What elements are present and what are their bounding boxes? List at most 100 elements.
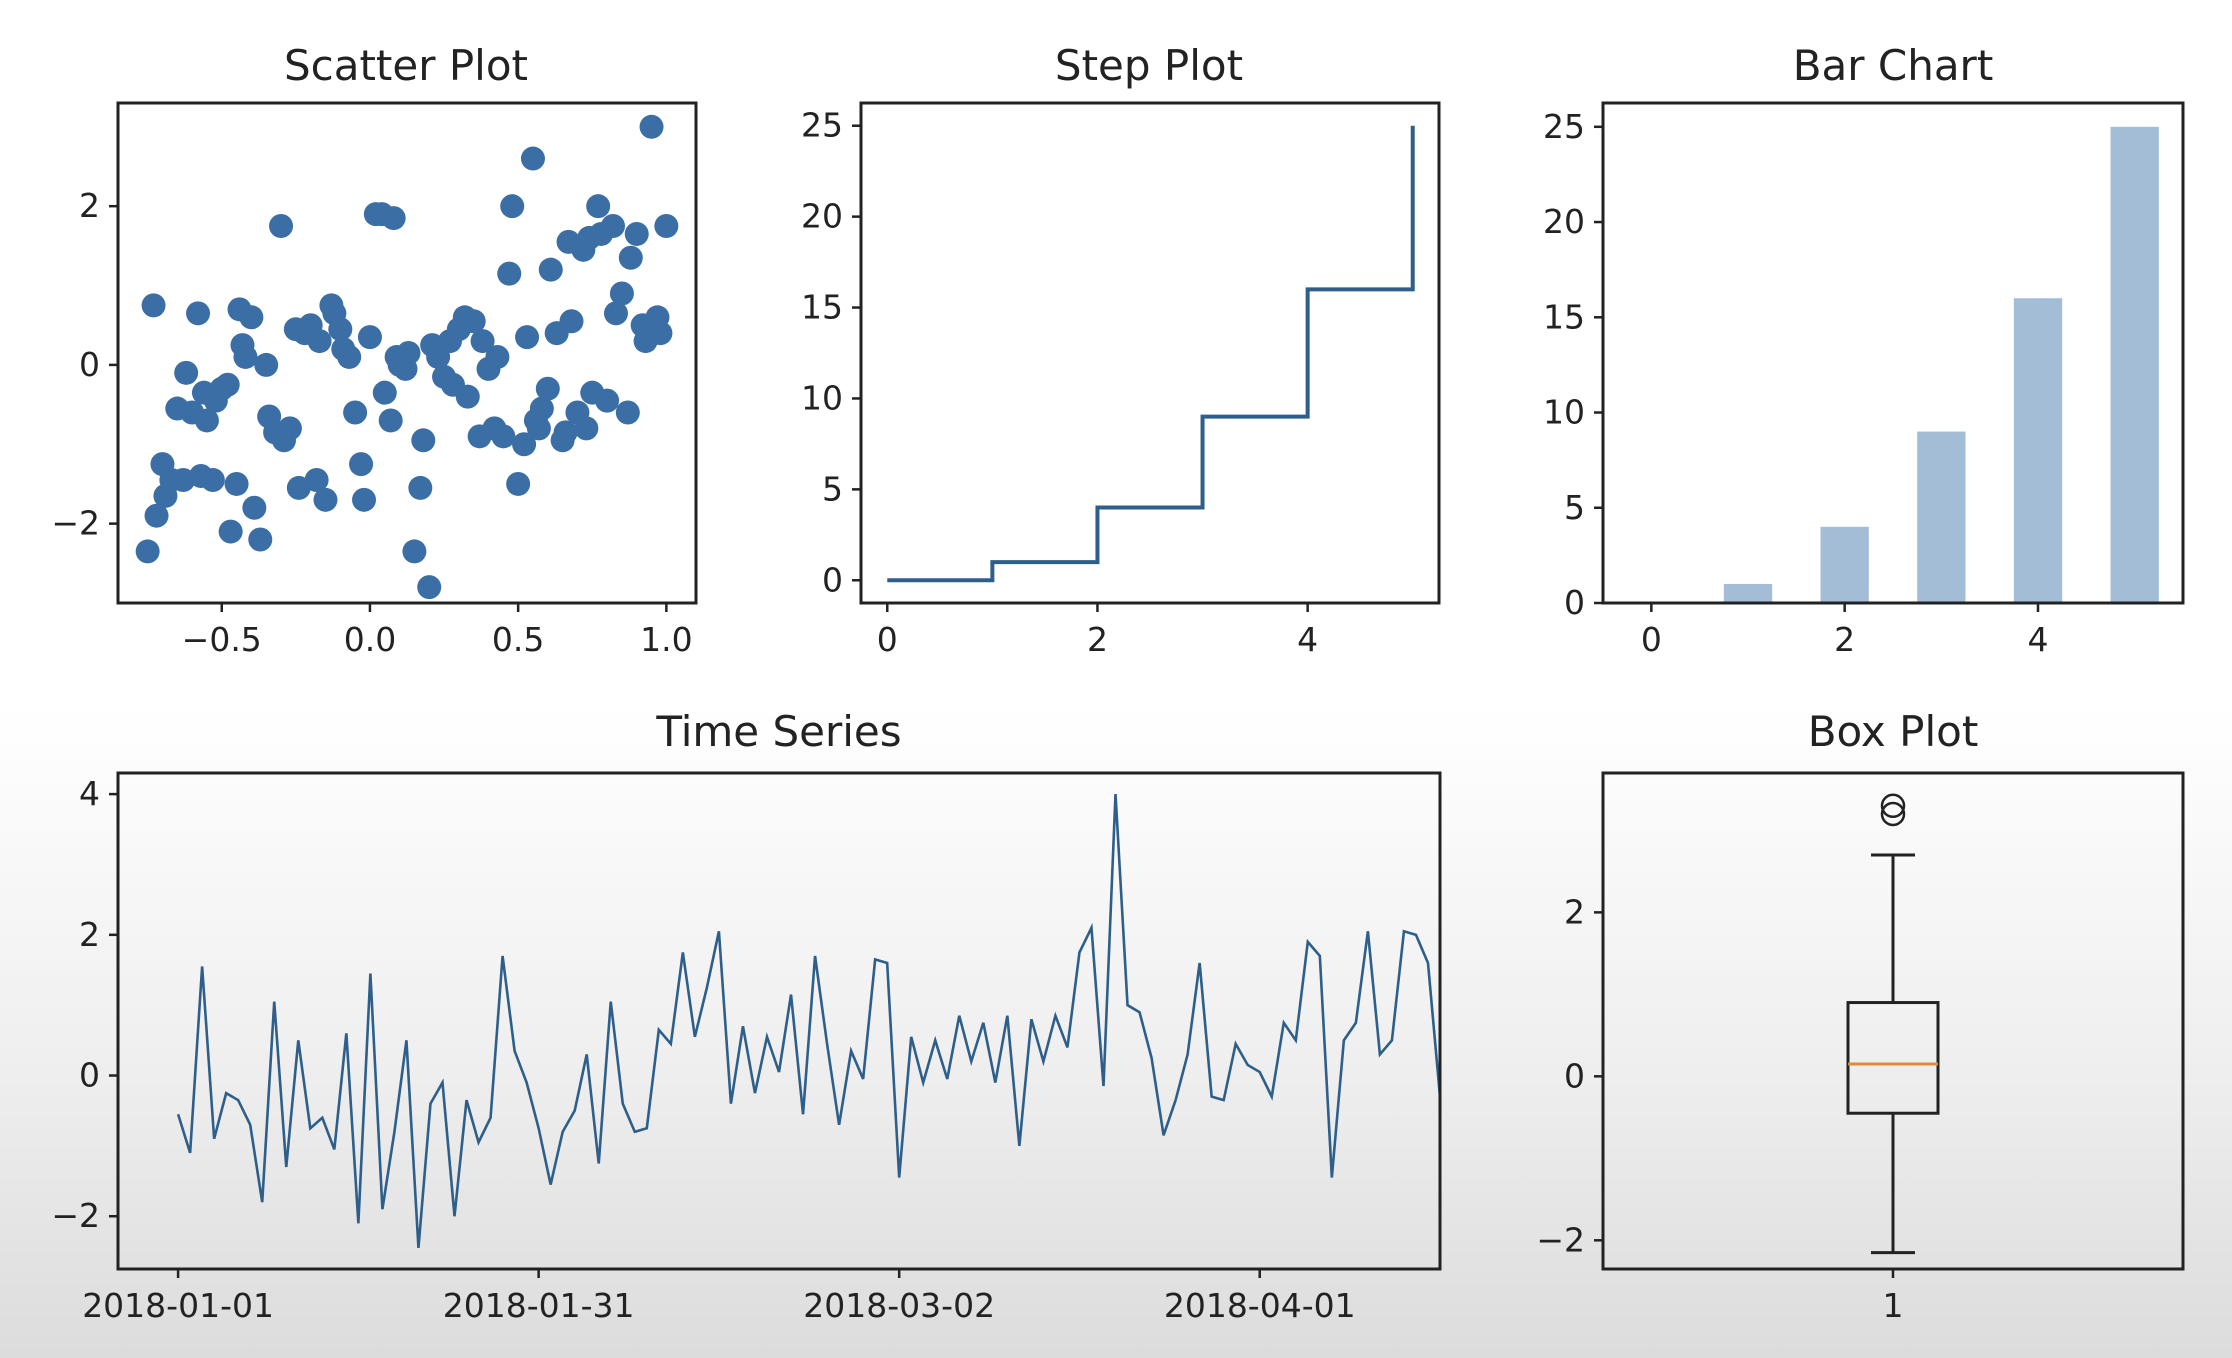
scatter-point xyxy=(639,114,664,139)
scatter-panel: Scatter Plot −0.5 0.0 0.5 1.0 −2 0 2 xyxy=(51,41,698,659)
scatter-point xyxy=(215,372,240,397)
scatter-point xyxy=(411,428,436,453)
scatter-point xyxy=(485,344,510,369)
scatter-point xyxy=(352,487,377,512)
scatter-point xyxy=(396,341,421,365)
x-tick-label: 2018-03-02 xyxy=(803,1286,995,1325)
y-tick-label: −2 xyxy=(51,1196,100,1235)
scatter-point xyxy=(417,575,442,600)
scatter-point xyxy=(248,527,273,552)
bar xyxy=(1917,431,1966,603)
scatter-point xyxy=(254,352,279,377)
scatter-point xyxy=(603,301,628,326)
x-tick-label: 4 xyxy=(2028,620,2049,659)
scatter-point xyxy=(307,329,332,354)
box-title: Box Plot xyxy=(1808,707,1979,756)
step-axes: 0 2 4 0 5 10 15 20 25 xyxy=(801,106,1318,659)
y-tick-label: 5 xyxy=(1564,488,1585,527)
y-tick-label: 4 xyxy=(79,774,100,813)
y-tick-label: 5 xyxy=(822,469,843,508)
scatter-point xyxy=(328,317,353,342)
x-tick-label: 1.0 xyxy=(640,620,692,659)
scatter-point xyxy=(144,503,169,528)
box-axes: 1 −2 0 2 xyxy=(1536,892,1903,1325)
scatter-point xyxy=(200,467,225,492)
y-tick-label: 0 xyxy=(79,1056,100,1095)
scatter-point xyxy=(313,487,338,512)
scatter-point xyxy=(609,281,634,306)
scatter-point xyxy=(512,432,537,457)
scatter-point xyxy=(233,344,258,369)
scatter-point xyxy=(242,495,267,520)
bar-plot-area xyxy=(1723,126,2159,604)
scatter-point xyxy=(372,380,397,405)
scatter-point xyxy=(500,194,525,219)
scatter-axes: −0.5 0.0 0.5 1.0 −2 0 2 xyxy=(51,186,692,659)
y-tick-label: −2 xyxy=(51,504,100,543)
scatter-point xyxy=(227,297,252,322)
x-tick-label: 0 xyxy=(1641,620,1662,659)
step-plot-area xyxy=(887,125,1415,583)
y-tick-label: 10 xyxy=(1543,393,1585,432)
bar-title: Bar Chart xyxy=(1793,41,1994,90)
x-tick-label: −0.5 xyxy=(182,620,262,659)
box-panel: Box Plot 1 −2 0 2 xyxy=(1536,707,2185,1325)
timeseries-axes: 2018-01-01 2018-01-31 2018-03-02 2018-04-01… xyxy=(51,774,1355,1325)
box xyxy=(1846,1001,1940,1115)
scatter-point xyxy=(381,206,406,231)
x-tick-label: 2018-04-01 xyxy=(1164,1286,1356,1325)
scatter-point xyxy=(523,408,548,433)
scatter-point xyxy=(357,325,382,350)
scatter-point xyxy=(186,301,211,326)
scatter-point xyxy=(141,293,166,318)
scatter-point xyxy=(654,214,679,239)
scatter-plot-area xyxy=(135,114,679,600)
timeseries-panel: Time Series 2018-01-01 2018-01-31 2018-03-… xyxy=(51,707,1442,1325)
scatter-point xyxy=(343,400,368,425)
y-tick-label: −2 xyxy=(1536,1220,1585,1259)
scatter-point xyxy=(520,146,545,171)
x-tick-label: 0.5 xyxy=(492,620,544,659)
x-tick-label: 2 xyxy=(1834,620,1855,659)
scatter-point xyxy=(218,519,243,544)
scatter-point xyxy=(491,424,516,449)
y-tick-label: 0 xyxy=(822,560,843,599)
scatter-point xyxy=(461,309,486,334)
scatter-point xyxy=(586,194,611,219)
scatter-point xyxy=(191,380,216,405)
x-tick-label: 1 xyxy=(1883,1286,1904,1325)
x-tick-label: 2018-01-31 xyxy=(443,1286,635,1325)
flier-point xyxy=(1880,801,1906,827)
scatter-point xyxy=(470,329,495,354)
scatter-point xyxy=(553,420,578,445)
bar xyxy=(2110,126,2159,604)
scatter-point xyxy=(506,471,531,496)
scatter-point xyxy=(618,245,643,270)
step-series-line xyxy=(887,125,1415,583)
y-tick-label: 20 xyxy=(1543,202,1585,241)
scatter-point xyxy=(497,261,522,286)
scatter-point xyxy=(402,539,427,564)
scatter-point xyxy=(269,214,294,239)
scatter-title: Scatter Plot xyxy=(284,41,528,90)
x-tick-label: 4 xyxy=(1297,620,1318,659)
y-tick-label: 25 xyxy=(1543,107,1585,146)
y-tick-label: 10 xyxy=(801,378,843,417)
scatter-point xyxy=(595,388,620,413)
y-tick-label: 2 xyxy=(79,915,100,954)
scatter-point xyxy=(304,467,329,492)
scatter-frame xyxy=(116,101,698,605)
scatter-point xyxy=(408,475,433,500)
box-plot-area xyxy=(1846,793,1940,1255)
bar xyxy=(1723,583,1773,603)
step-title: Step Plot xyxy=(1055,41,1243,90)
scatter-point xyxy=(648,321,673,346)
bar-frame xyxy=(1601,101,2185,605)
x-tick-label: 0.0 xyxy=(344,620,396,659)
bar-axes: 0 2 4 0 5 10 15 20 25 xyxy=(1543,107,2049,659)
box-frame xyxy=(1601,771,2185,1271)
x-tick-label: 0 xyxy=(877,620,898,659)
scatter-point xyxy=(535,376,560,401)
scatter-point xyxy=(559,309,584,334)
